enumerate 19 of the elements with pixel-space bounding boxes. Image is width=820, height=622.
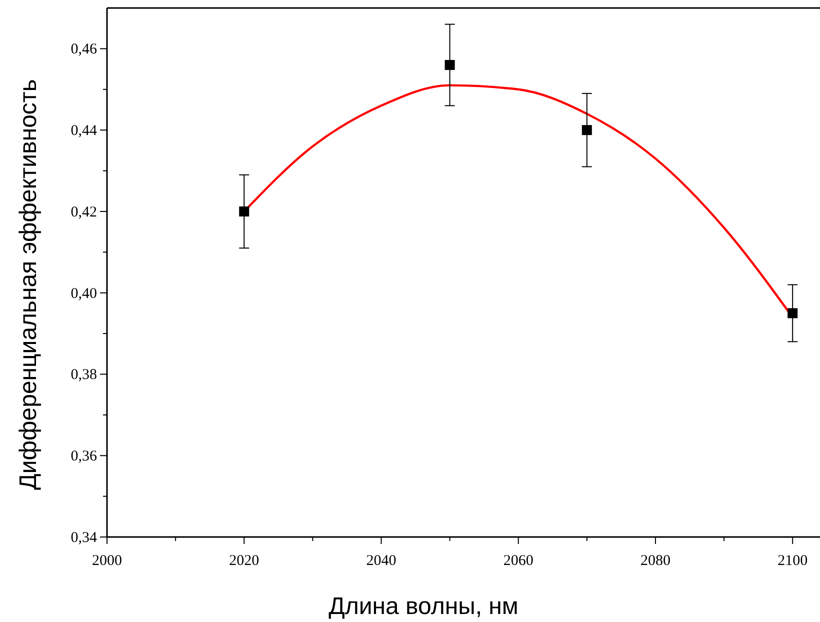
x-axis-title: Длина волны, нм	[328, 593, 518, 620]
y-tick-label: 0,42	[70, 204, 97, 220]
x-tick-label: 2040	[366, 553, 396, 569]
y-axis-title: Дифференциальная эффективность	[15, 79, 42, 490]
point	[788, 308, 798, 318]
y-tick-label: 0,44	[70, 123, 98, 140]
point	[582, 125, 592, 136]
y-tick-label: 0,40	[70, 286, 97, 302]
x-tick-label: 2080	[640, 553, 670, 569]
y-tick-label: 0,34	[70, 530, 98, 546]
y-tick-label: 0,46	[70, 42, 98, 58]
x-tick-label: 2060	[503, 553, 534, 569]
point	[444, 60, 455, 70]
y-tick-label: 0,38	[70, 367, 97, 384]
y-tick-label: 0,36	[70, 448, 98, 465]
x-tick-label: 2020	[229, 553, 260, 569]
x-tick-label: 2000	[92, 553, 122, 569]
point	[239, 206, 250, 216]
x-tick-label: 2100	[778, 553, 808, 569]
